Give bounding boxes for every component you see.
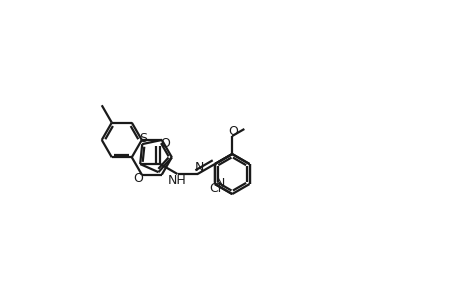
Text: Cl: Cl [209, 182, 221, 195]
Text: O: O [133, 172, 143, 185]
Text: N: N [215, 177, 224, 190]
Text: N: N [195, 160, 204, 174]
Text: NH: NH [168, 174, 186, 187]
Text: S: S [139, 132, 147, 145]
Text: O: O [160, 137, 169, 150]
Text: O: O [228, 125, 237, 138]
